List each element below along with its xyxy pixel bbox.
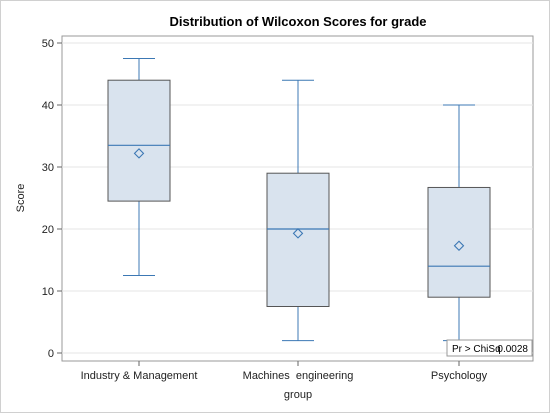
y-tick-label: 0 [48, 348, 54, 360]
mean-marker [133, 148, 145, 159]
x-tick-label: Industry & Management [81, 370, 198, 382]
iqr-box [266, 172, 330, 307]
y-tick-label: 40 [42, 100, 54, 112]
stat-label: Pr > ChiSq [452, 344, 501, 355]
box-2 [427, 104, 491, 342]
box-series [107, 58, 491, 342]
box-1 [266, 79, 330, 342]
x-axis-label: group [284, 389, 312, 401]
stat-inset-border [446, 339, 533, 357]
stat-value: 0.0028 [497, 344, 528, 355]
mean-marker [453, 240, 465, 252]
iqr-box [427, 186, 491, 298]
y-tick-label: 10 [42, 286, 54, 298]
iqr-box [107, 79, 171, 202]
x-tick-label: Machines engineering [243, 370, 354, 382]
x-axis-ticks: Industry & Management Machines engineerin… [81, 361, 488, 382]
box-0 [107, 58, 171, 276]
y-tick-label: 30 [42, 162, 54, 174]
x-tick-label: Psychology [431, 370, 488, 382]
chart-title: Distribution of Wilcoxon Scores for grad… [169, 14, 426, 29]
y-axis-ticks: 0 10 20 30 40 50 [42, 38, 62, 360]
y-axis-label: Score [15, 184, 27, 213]
y-tick-label: 20 [42, 224, 54, 236]
stat-inset: Pr > ChiSq 0.0028 [446, 339, 533, 357]
mean-marker [292, 228, 304, 239]
y-tick-label: 50 [42, 38, 54, 50]
